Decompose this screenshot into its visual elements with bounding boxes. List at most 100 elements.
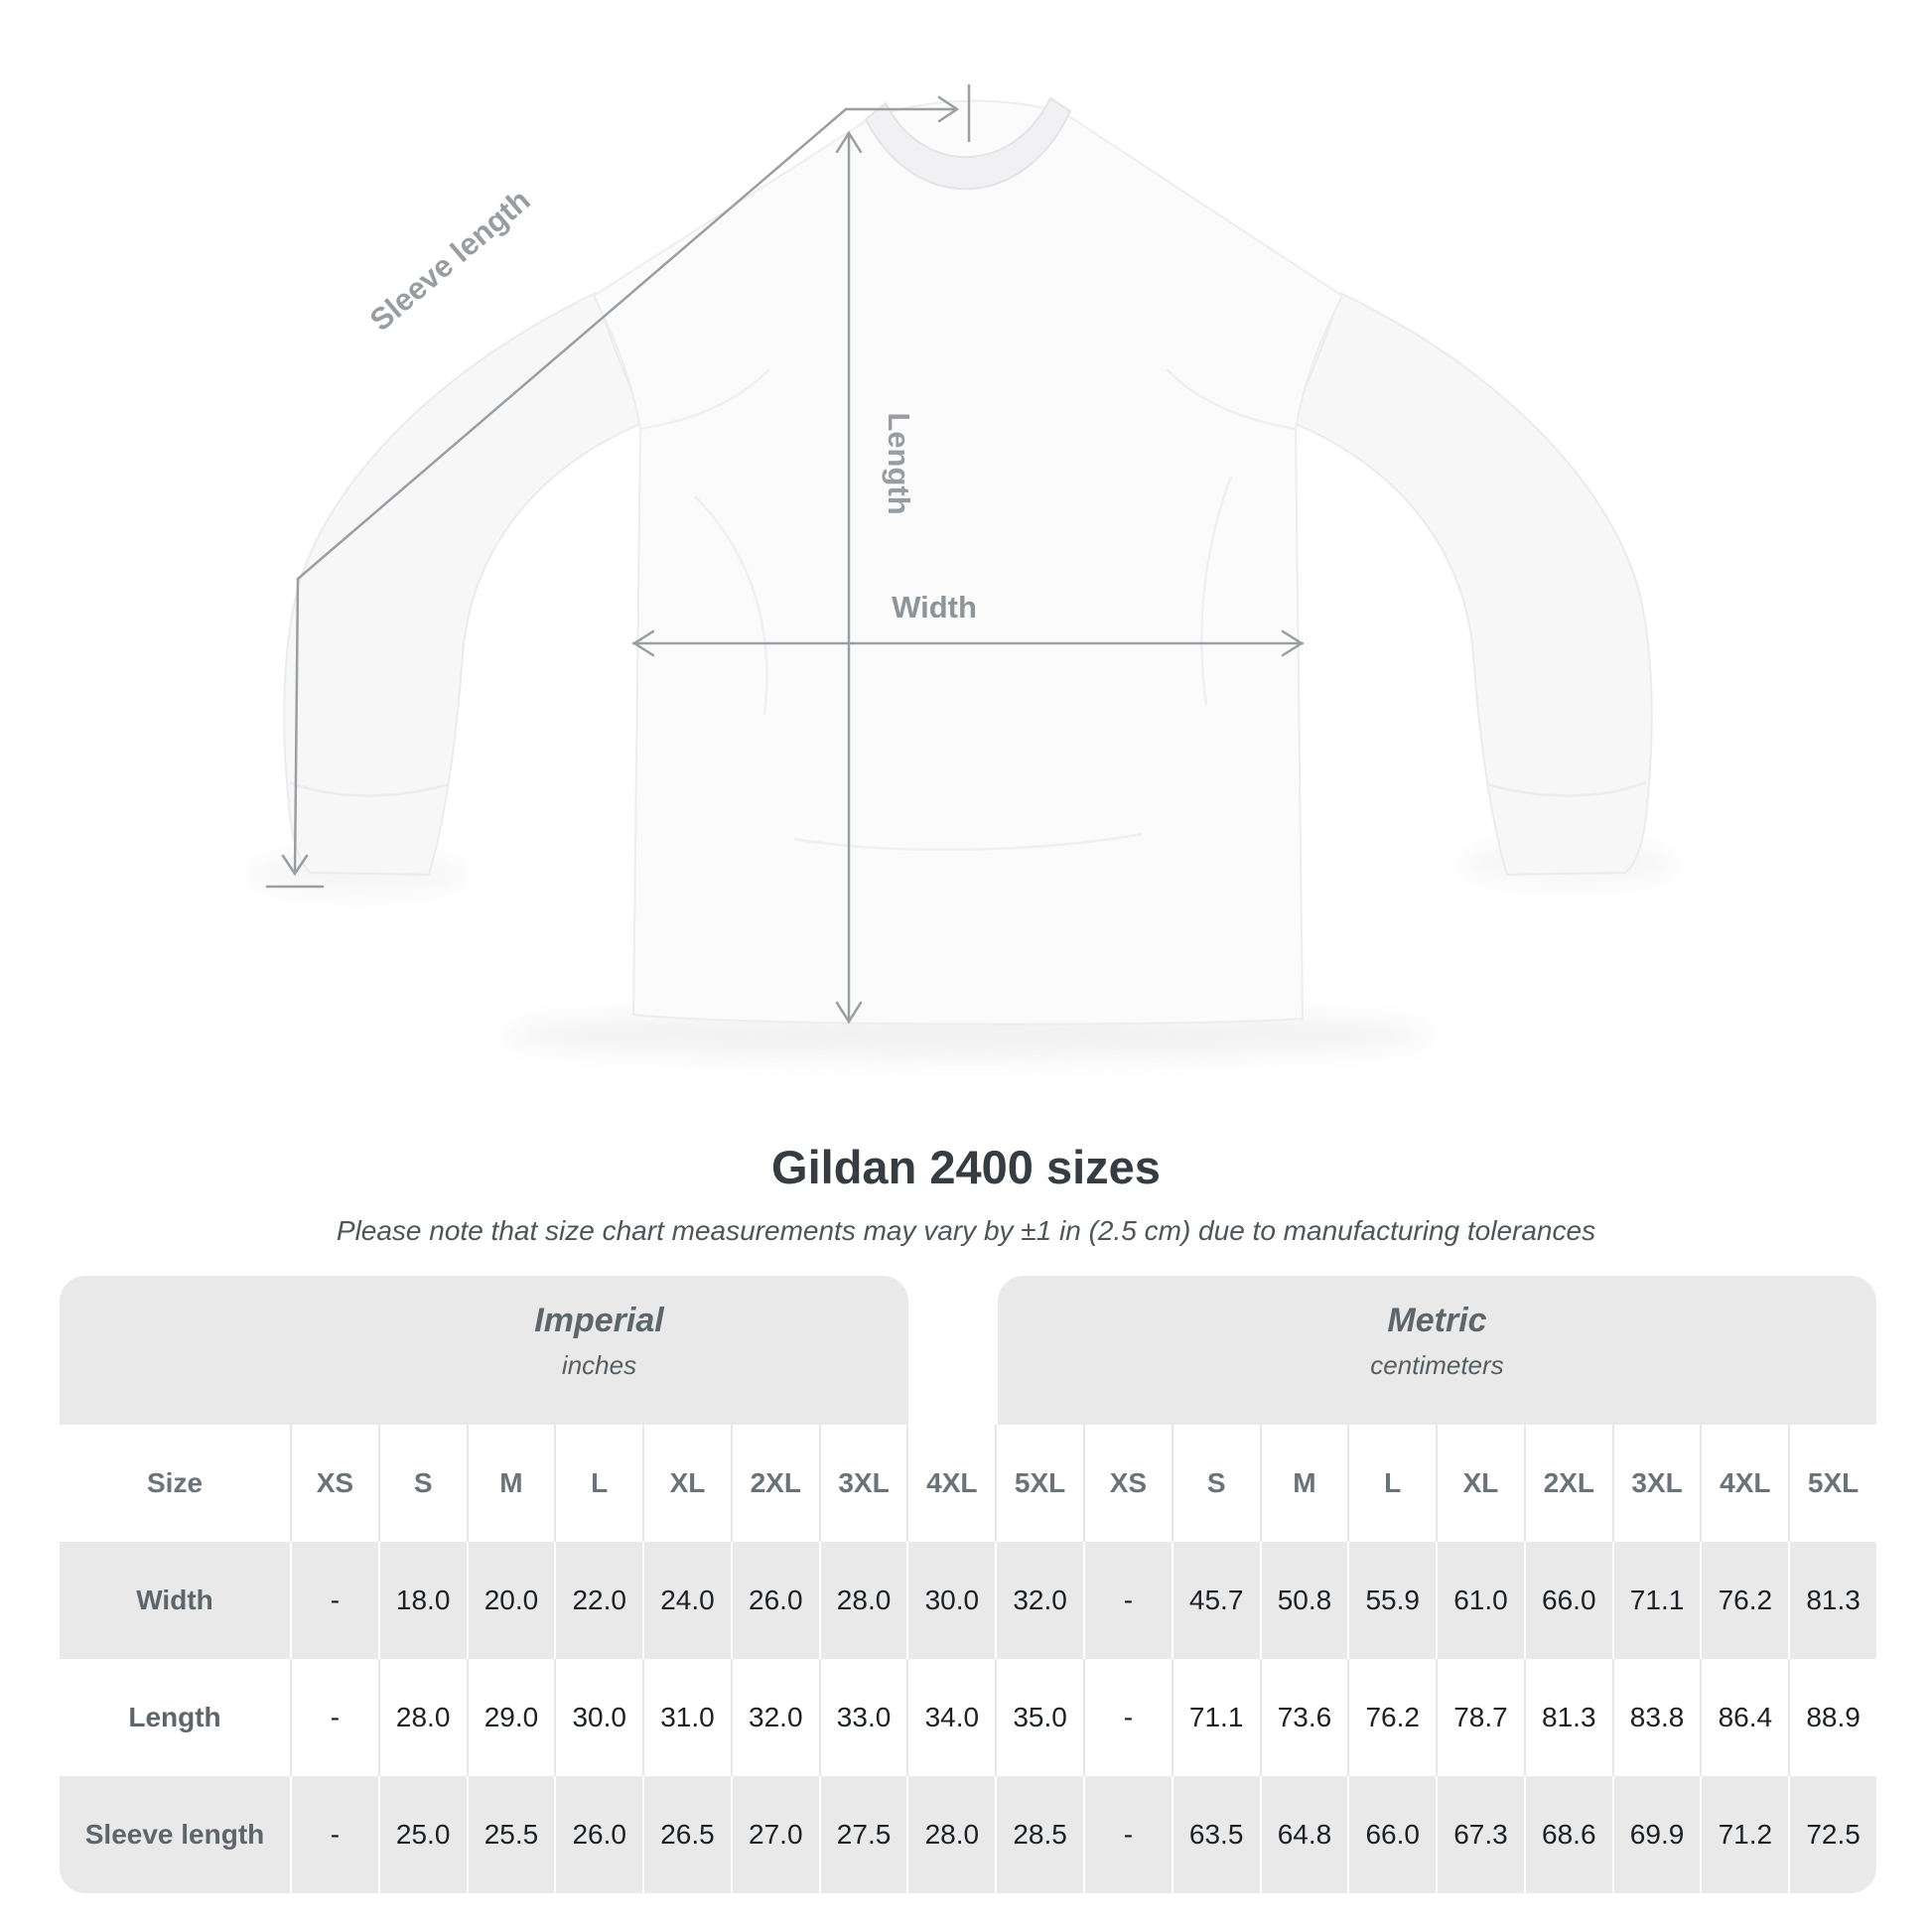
table-cell: 55.9 xyxy=(1349,1542,1437,1659)
table-cell: 27.0 xyxy=(732,1776,819,1893)
table-cell: - xyxy=(1085,1776,1172,1893)
table-cell: 69.9 xyxy=(1613,1776,1701,1893)
row-label: Width xyxy=(60,1542,290,1659)
table-cell: 34.0 xyxy=(908,1659,996,1776)
table-cell: 45.7 xyxy=(1173,1542,1260,1659)
width-label: Width xyxy=(892,590,977,624)
table-cell: 28.0 xyxy=(820,1542,907,1659)
table-cell: - xyxy=(292,1659,378,1776)
table-cell: 31.0 xyxy=(644,1659,731,1776)
sleeve-length-measure-line xyxy=(265,83,971,889)
column-header: XS xyxy=(292,1425,378,1542)
table-cell: - xyxy=(1085,1659,1172,1776)
table-cell: 32.0 xyxy=(997,1542,1083,1659)
table-cell: 83.8 xyxy=(1613,1659,1701,1776)
metric-tab: Metric centimeters xyxy=(998,1276,1876,1425)
table-cell: 88.9 xyxy=(1790,1659,1876,1776)
column-header: XS xyxy=(1085,1425,1172,1542)
table-cell: 18.0 xyxy=(379,1542,467,1659)
column-header: M xyxy=(468,1425,555,1542)
table-cell: 24.0 xyxy=(644,1542,731,1659)
table-cell: 30.0 xyxy=(556,1659,643,1776)
shirt-body xyxy=(593,99,1343,1026)
measurement-annotations xyxy=(265,83,1305,1025)
table-cell: 64.8 xyxy=(1261,1776,1348,1893)
column-header: L xyxy=(1349,1425,1437,1542)
unit-header-band: Imperial inches Metric centimeters xyxy=(60,1276,1876,1425)
length-measure-line xyxy=(835,130,863,1025)
table-cell: 32.0 xyxy=(732,1659,819,1776)
shirt-sleeve-left xyxy=(283,292,646,876)
table-cell: - xyxy=(292,1776,378,1893)
table-cell: 27.5 xyxy=(820,1776,907,1893)
table-cell: - xyxy=(1085,1542,1172,1659)
table-cell: 61.0 xyxy=(1438,1542,1524,1659)
cuff-right xyxy=(1486,780,1647,797)
table-cell: 86.4 xyxy=(1702,1659,1789,1776)
table-cell: 78.7 xyxy=(1438,1659,1524,1776)
table-cell: 68.6 xyxy=(1525,1776,1612,1893)
table-cell: 66.0 xyxy=(1349,1776,1437,1893)
imperial-label: Imperial xyxy=(534,1302,664,1339)
column-header: M xyxy=(1261,1425,1348,1542)
column-header: 3XL xyxy=(1613,1425,1701,1542)
table-cell: 63.5 xyxy=(1173,1776,1260,1893)
table-cell: 26.0 xyxy=(732,1542,819,1659)
collar xyxy=(865,97,1071,191)
table-row-length: Length - 28.0 29.0 30.0 31.0 32.0 33.0 3… xyxy=(60,1659,1876,1776)
size-table: Imperial inches Metric centimeters Size … xyxy=(60,1276,1876,1893)
table-cell: - xyxy=(292,1542,378,1659)
table-cell: 71.1 xyxy=(1173,1659,1260,1776)
table-cell: 25.0 xyxy=(379,1776,467,1893)
table-cell: 76.2 xyxy=(1702,1542,1789,1659)
imperial-unit: inches xyxy=(561,1350,637,1380)
column-header: XL xyxy=(1438,1425,1524,1542)
table-cell: 28.0 xyxy=(379,1659,467,1776)
column-header: S xyxy=(379,1425,467,1542)
table-cell: 33.0 xyxy=(820,1659,907,1776)
table-cell: 81.3 xyxy=(1790,1542,1876,1659)
column-header: 4XL xyxy=(908,1425,996,1542)
table-cell: 72.5 xyxy=(1790,1776,1876,1893)
table-cell: 26.5 xyxy=(644,1776,731,1893)
table-cell: 67.3 xyxy=(1438,1776,1524,1893)
table-cell: 71.1 xyxy=(1613,1542,1701,1659)
column-header: S xyxy=(1173,1425,1260,1542)
table-cell: 29.0 xyxy=(468,1659,555,1776)
table-row-width: Width - 18.0 20.0 22.0 24.0 26.0 28.0 30… xyxy=(60,1542,1876,1659)
length-label: Length xyxy=(882,412,916,514)
table-header-row: Size XS S M L XL 2XL 3XL 4XL 5XL XS S M … xyxy=(60,1425,1876,1542)
table-cell: 81.3 xyxy=(1525,1659,1612,1776)
metric-unit: centimeters xyxy=(1370,1350,1504,1380)
table-cell: 25.5 xyxy=(468,1776,555,1893)
cuff-left xyxy=(289,780,450,797)
column-header: 3XL xyxy=(820,1425,907,1542)
table-cell: 71.2 xyxy=(1702,1776,1789,1893)
sleeve-length-label: Sleeve length xyxy=(363,183,537,338)
table-cell: 20.0 xyxy=(468,1542,555,1659)
table-cell: 50.8 xyxy=(1261,1542,1348,1659)
table-cell: 73.6 xyxy=(1261,1659,1348,1776)
shirt-sleeve-right xyxy=(1290,292,1653,876)
fabric-folds xyxy=(639,368,1297,852)
table-row-sleeve-length: Sleeve length - 25.0 25.5 26.0 26.5 27.0… xyxy=(60,1776,1876,1893)
table-cell: 35.0 xyxy=(997,1659,1083,1776)
row-label: Length xyxy=(60,1659,290,1776)
column-header: XL xyxy=(644,1425,731,1542)
column-header: 5XL xyxy=(1790,1425,1876,1542)
page-title: Gildan 2400 sizes xyxy=(771,1141,1161,1193)
table-cell: 76.2 xyxy=(1349,1659,1437,1776)
column-header: 5XL xyxy=(997,1425,1083,1542)
table-cell: 26.0 xyxy=(556,1776,643,1893)
width-measure-line xyxy=(631,629,1305,657)
tolerance-note: Please note that size chart measurements… xyxy=(336,1215,1596,1246)
imperial-tab: Imperial inches xyxy=(60,1276,908,1425)
column-header: 2XL xyxy=(732,1425,819,1542)
row-label: Sleeve length xyxy=(60,1776,290,1893)
metric-label: Metric xyxy=(1387,1302,1487,1339)
column-header: 4XL xyxy=(1702,1425,1789,1542)
table-cell: 22.0 xyxy=(556,1542,643,1659)
table-cell: 30.0 xyxy=(908,1542,996,1659)
table-cell: 28.5 xyxy=(997,1776,1083,1893)
